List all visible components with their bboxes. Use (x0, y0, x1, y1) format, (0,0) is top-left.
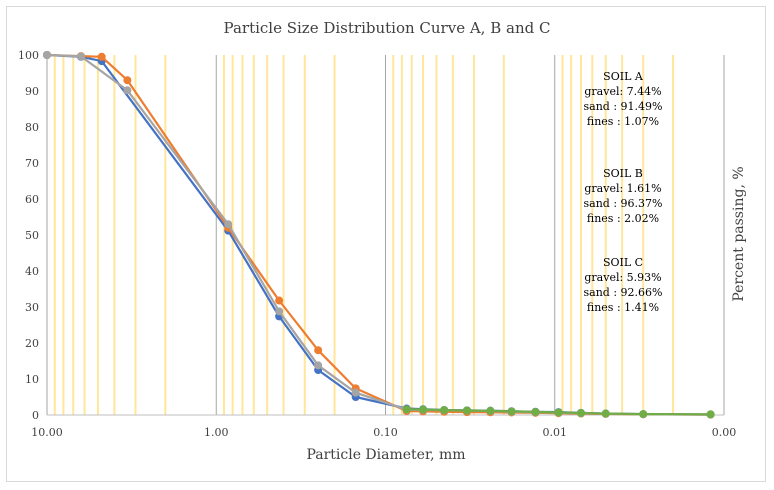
data-point (440, 406, 449, 415)
plot-area (43, 51, 715, 419)
annotation-soil-a: SOIL A gravel: 7.44% sand : 91.49% fines : … (584, 70, 663, 128)
y-tick-label: 40 (25, 265, 39, 278)
y-tick-label: 70 (25, 157, 39, 170)
data-point (275, 296, 284, 305)
y-tick-label: 0 (32, 409, 39, 422)
annotation-line: sand : 96.37% (584, 197, 663, 210)
annotation-heading: SOIL A (603, 70, 644, 83)
data-point (97, 52, 106, 61)
y-tick-label: 20 (25, 337, 39, 350)
x-tick-label: 0.10 (373, 426, 398, 439)
annotation-line: fines : 1.41% (587, 301, 659, 314)
data-point (706, 410, 715, 419)
x-tick-label: 10.00 (31, 426, 63, 439)
data-point (76, 52, 85, 61)
annotation-line: fines : 1.07% (587, 115, 659, 128)
data-point (351, 388, 360, 397)
annotation-soil-c: SOIL C gravel: 5.93% sand : 92.66% fines : … (584, 256, 663, 314)
data-point (402, 405, 411, 414)
data-point (507, 407, 516, 416)
x-axis-title: Particle Diameter, mm (306, 447, 465, 463)
data-point (275, 307, 284, 316)
annotation-line: gravel: 5.93% (584, 271, 661, 284)
data-point (601, 409, 610, 418)
x-tick-label: 0.01 (543, 426, 568, 439)
data-point (314, 361, 323, 370)
annotation-heading: SOIL C (603, 256, 643, 269)
y-tick-label: 100 (18, 49, 39, 62)
y-axis-ticks: 0 10 20 30 40 50 60 70 80 90 100 (18, 49, 39, 422)
data-point (554, 408, 563, 417)
data-point (224, 220, 233, 229)
data-point (314, 346, 323, 355)
data-point (123, 86, 132, 95)
x-axis-ticks: 10.00 1.00 0.10 0.01 0.00 (31, 426, 736, 439)
y-tick-label: 50 (25, 229, 39, 242)
y-tick-label: 80 (25, 121, 39, 134)
data-point (43, 51, 51, 59)
y-tick-label: 30 (25, 301, 39, 314)
y-tick-label: 10 (25, 373, 39, 386)
annotation-line: sand : 91.49% (584, 100, 663, 113)
y-tick-label: 90 (25, 85, 39, 98)
data-point (531, 407, 540, 416)
x-tick-label: 1.00 (204, 426, 229, 439)
x-tick-label: 0.00 (712, 426, 737, 439)
annotation-soil-b: SOIL B gravel: 1.61% sand : 96.37% fines : … (584, 167, 663, 225)
annotation-line: fines : 2.02% (587, 212, 659, 225)
data-point (639, 410, 648, 419)
grid-lines (46, 55, 725, 416)
annotation-heading: SOIL B (603, 167, 643, 180)
annotation-line: sand : 92.66% (584, 286, 663, 299)
series-4 (402, 405, 715, 419)
data-point (419, 405, 428, 414)
annotation-line: gravel: 1.61% (584, 182, 661, 195)
data-point (123, 76, 132, 85)
data-point (576, 409, 585, 418)
chart-title: Particle Size Distribution Curve A, B an… (224, 19, 551, 37)
y-tick-label: 60 (25, 193, 39, 206)
annotation-line: gravel: 7.44% (584, 85, 661, 98)
data-point (486, 406, 495, 415)
y-axis-title: Percent passing, % (731, 166, 747, 301)
data-point (462, 406, 471, 415)
soil-annotations: SOIL A gravel: 7.44% sand : 91.49% fines : … (584, 70, 663, 314)
